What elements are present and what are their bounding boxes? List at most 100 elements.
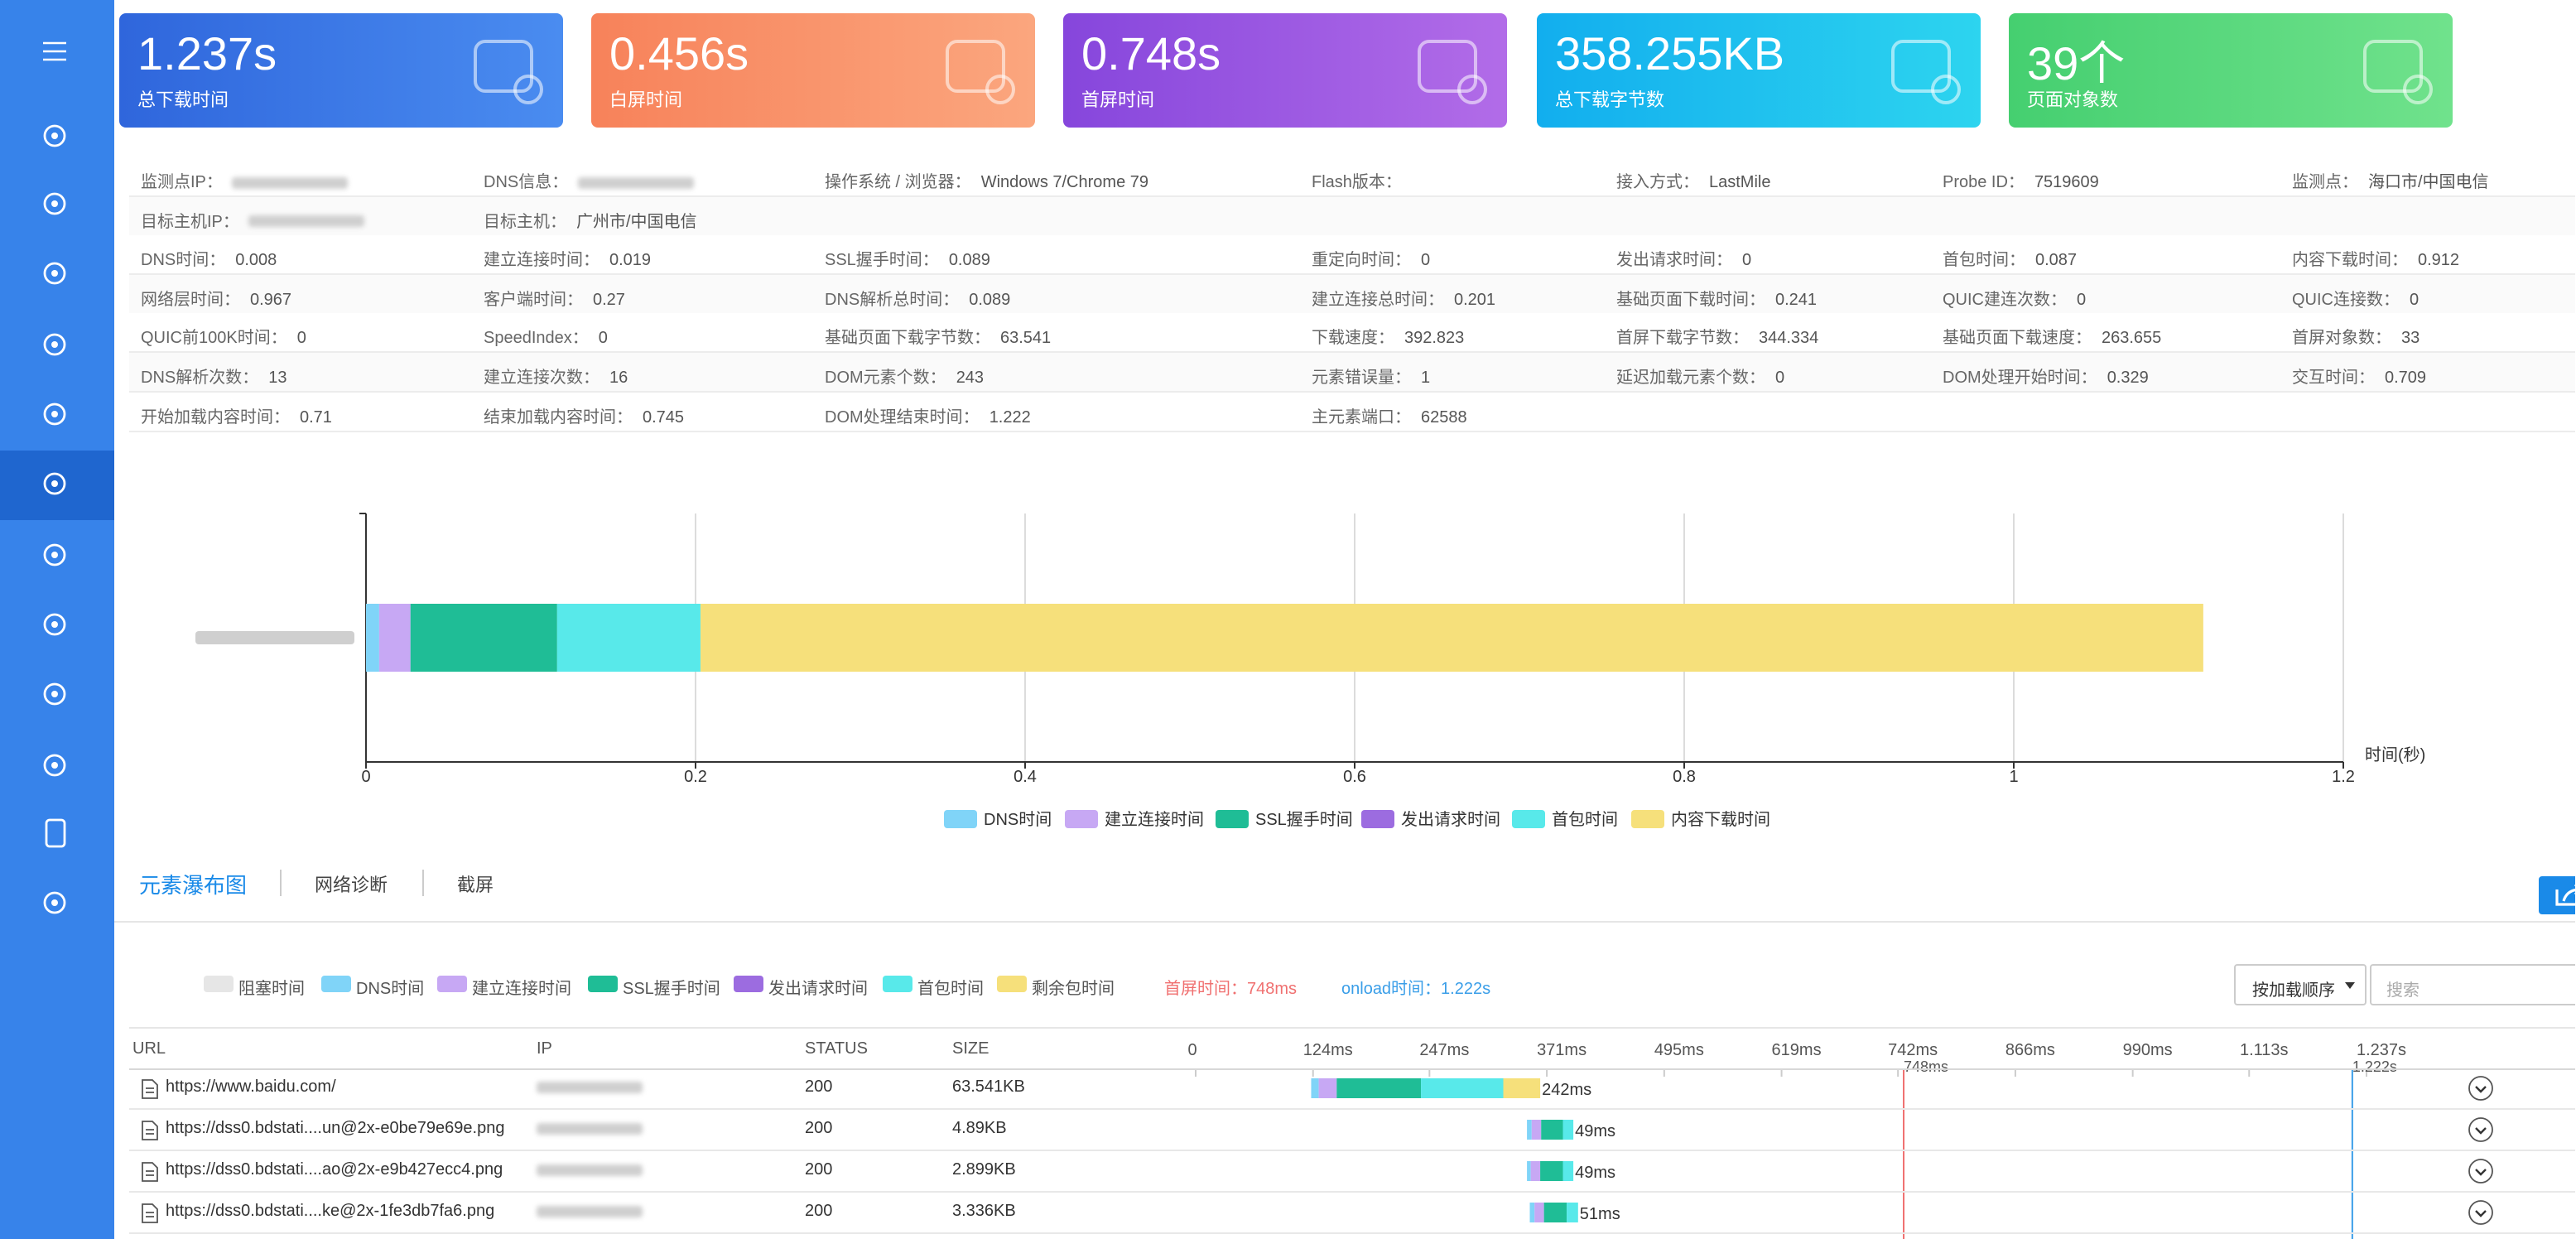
expand-chevron [2475,1210,2487,1217]
sidebar-icon[interactable] [43,262,66,285]
expand-circle [2468,1117,2493,1142]
resource-url[interactable]: https://dss0.bdstati....un@2x-e0be79e69e… [166,1120,505,1138]
wf-legend-label: 发出请求时间 [768,981,868,999]
info-label: 建立连接时间： [484,252,599,271]
info-label: DOM处理结束时间： [825,408,980,427]
info-cell: 首屏对象数： 33 [2292,324,2420,349]
icon-shape [43,403,66,426]
info-row [129,235,2575,276]
sidebar-icon[interactable] [43,41,66,61]
summary-card: 0.748s 首屏时间 [1063,13,1507,128]
info-label: QUIC前100K时间： [141,330,287,349]
bar-segment [410,604,557,672]
info-label: SpeedIndex： [484,330,589,349]
timing-segment [1527,1161,1531,1181]
info-cell: 监测点IP： [141,167,349,192]
info-cell: 基础页面下载时间： 0.241 [1616,285,1817,310]
info-cell: 接入方式： LastMile [1616,167,1771,192]
summary-card: 358.255KB 总下载字节数 [1537,13,1981,128]
share-button[interactable] [2539,876,2575,914]
info-cell: 发出请求时间： 0 [1616,245,1751,270]
expand-toggle[interactable] [2468,1117,2493,1142]
info-label: 主元素端口： [1312,408,1411,427]
sidebar-icon[interactable] [43,472,66,495]
sidebar-icon[interactable] [43,754,66,777]
sidebar-icon[interactable] [43,333,66,356]
sidebar-icon[interactable] [43,543,66,566]
sidebar-icon[interactable] [43,192,66,215]
info-value: LastMile [1709,174,1771,192]
info-cell: 开始加载内容时间： 0.71 [141,402,332,427]
info-label: 基础页面下载时间： [1616,291,1765,310]
sidebar-icon[interactable] [43,613,66,636]
info-cell: 客户端时间： 0.27 [484,285,625,310]
timeline-tick-label: 371ms [1537,1041,1587,1059]
wf-legend-label: 建立连接时间 [472,981,571,999]
info-cell: 内容下载时间： 0.912 [2292,245,2459,270]
resource-size: 2.899KB [952,1161,1016,1179]
tab-separator [422,870,424,896]
expand-toggle[interactable] [2468,1200,2493,1225]
card-value: 358.255KB [1555,28,1785,80]
info-value: 392.823 [1404,330,1465,349]
sidebar-icon[interactable] [43,403,66,426]
resource-url[interactable]: https://dss0.bdstati....ke@2x-1fe3db7fa6… [166,1203,495,1221]
info-value: 0.019 [609,252,652,271]
expand-toggle[interactable] [2468,1159,2493,1184]
timing-segment [1562,1120,1574,1140]
sidebar-icon[interactable] [43,891,66,914]
file-icon [142,1162,158,1182]
info-label: DNS解析次数： [141,369,259,388]
icon-shape [43,754,66,777]
info-cell: 建立连接总时间： 0.201 [1312,285,1495,310]
card-label: 总下载字节数 [1555,91,1664,111]
timing-segment [1318,1078,1337,1098]
x-tick-label: 1.2 [2332,768,2355,786]
icon-dot [51,270,58,277]
tab[interactable]: 元素瀑布图 [139,873,248,898]
x-tick-label: 1 [2009,768,2018,786]
resource-url[interactable]: https://www.baidu.com/ [166,1078,336,1097]
tab[interactable]: 截屏 [457,876,494,896]
icon-shape [43,891,66,914]
info-row [129,157,2575,197]
sidebar-icon[interactable] [45,818,66,848]
wf-legend-swatch [883,976,912,992]
info-cell: 基础页面下载字节数： 63.541 [825,324,1051,349]
search-input[interactable]: 搜索 [2370,964,2575,1005]
timeline-tick-label: 247ms [1419,1041,1469,1059]
sidebar [0,0,114,1239]
info-cell: 首包时间： 0.087 [1943,245,2077,270]
card-value: 1.237s [137,28,277,80]
sidebar-icon[interactable] [43,682,66,706]
info-label: 首屏对象数： [2292,330,2391,349]
info-label: DNS信息： [484,174,569,192]
icon-dot [51,899,58,906]
tab[interactable]: 网络诊断 [315,876,388,896]
info-cell: QUIC前100K时间： 0 [141,324,306,349]
info-label: DOM元素个数： [825,369,946,388]
info-cell: 交互时间： 0.709 [2292,363,2426,388]
icon-shape [43,543,66,566]
blurred-ip [537,1123,643,1135]
row-line [129,1191,2575,1193]
wf-legend-swatch [437,976,467,992]
info-label: 操作系统 / 浏览器： [825,174,971,192]
timing-segment [1421,1078,1504,1098]
summary-card: 39个 页面对象数 [2009,13,2453,128]
resource-url[interactable]: https://dss0.bdstati....ao@2x-e9b427ecc4… [166,1161,503,1179]
wf-legend-label: SSL握手时间 [623,981,720,999]
sidebar-icon[interactable] [43,124,66,147]
icon-dot [51,762,58,769]
card-label: 首屏时间 [1081,91,1154,111]
info-cell: QUIC建连次数： 0 [1943,285,2086,310]
resource-size: 3.336KB [952,1203,1016,1221]
info-value: 0.087 [2035,252,2078,271]
info-cell: Probe ID： 7519609 [1943,167,2099,192]
info-value: 62588 [1421,408,1467,427]
info-cell: 操作系统 / 浏览器： Windows 7/Chrome 79 [825,167,1148,192]
sort-button[interactable]: 按加载顺序 [2234,964,2367,1005]
legend-swatch [1631,810,1664,828]
expand-toggle[interactable] [2468,1076,2493,1101]
